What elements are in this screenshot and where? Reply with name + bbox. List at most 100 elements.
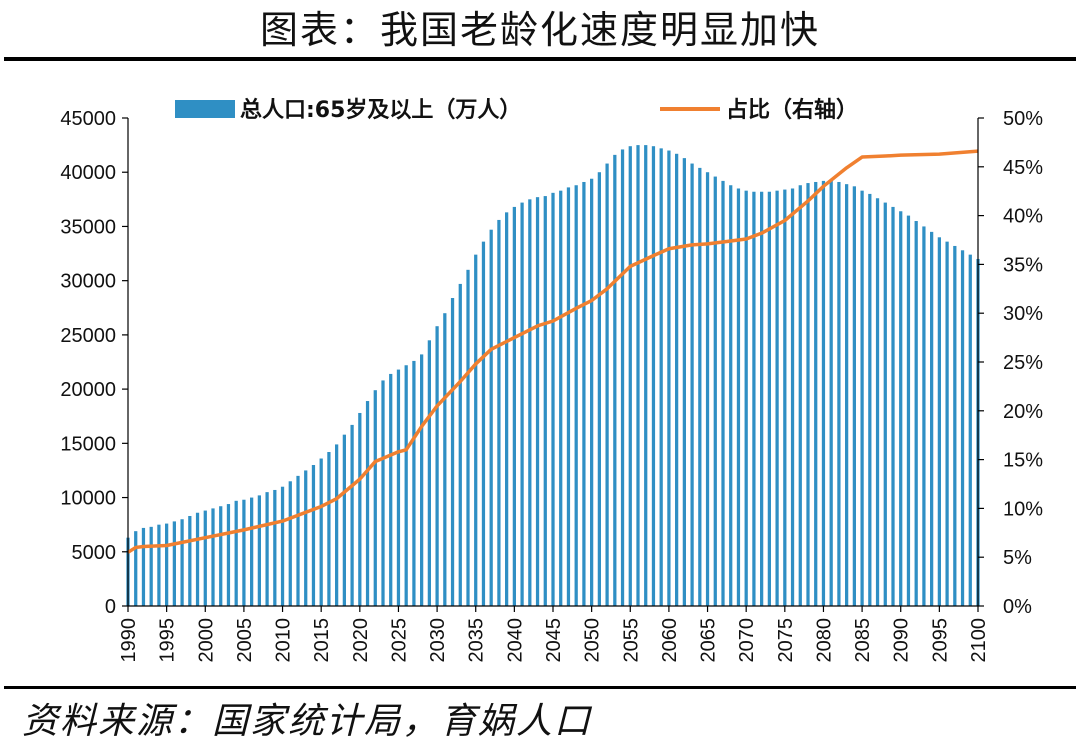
source-note: 资料来源：国家统计局，育娲人口 xyxy=(22,701,593,742)
right-tick-label: 50% xyxy=(1003,108,1043,130)
x-tick-label: 2020 xyxy=(350,618,372,663)
bar xyxy=(597,172,601,606)
bar xyxy=(814,181,818,606)
x-tick-label: 2050 xyxy=(582,618,604,663)
bar xyxy=(342,434,346,606)
bar xyxy=(412,360,416,606)
bar xyxy=(404,365,408,606)
left-tick-label: 45000 xyxy=(60,108,116,130)
bar xyxy=(242,499,246,606)
bar xyxy=(775,190,779,606)
bar xyxy=(335,444,339,606)
x-tick-label: 2065 xyxy=(698,618,720,663)
bar xyxy=(443,313,447,606)
bar xyxy=(968,254,972,606)
bar xyxy=(667,150,671,606)
bar xyxy=(234,500,238,606)
bar xyxy=(350,424,354,606)
bar xyxy=(157,524,161,606)
bar xyxy=(165,523,169,606)
bar xyxy=(945,241,949,606)
bar xyxy=(520,202,524,606)
right-tick-label: 45% xyxy=(1003,157,1043,179)
right-tick-label: 10% xyxy=(1003,498,1043,520)
x-tick-label: 2095 xyxy=(929,618,951,663)
bar xyxy=(636,145,640,607)
legend-line-label: 占比（右轴） xyxy=(726,97,858,123)
bar xyxy=(953,245,957,606)
bar xyxy=(543,196,547,606)
right-tick-label: 35% xyxy=(1003,254,1043,276)
bar xyxy=(651,146,656,606)
x-tick-label: 2080 xyxy=(813,618,835,663)
left-tick-label: 30000 xyxy=(60,271,116,293)
x-tick-label: 2035 xyxy=(466,618,488,663)
bar xyxy=(489,229,493,606)
bar xyxy=(273,489,277,606)
bar xyxy=(790,188,795,606)
bar xyxy=(930,231,934,606)
bar xyxy=(937,237,941,607)
x-tick-label: 2030 xyxy=(427,618,449,663)
line-series-layer xyxy=(127,149,979,554)
bar xyxy=(141,527,146,606)
bar xyxy=(466,269,470,606)
x-tick-label: 1995 xyxy=(157,618,179,663)
bar xyxy=(188,515,192,606)
bar xyxy=(365,401,370,606)
bar xyxy=(420,354,424,606)
x-tick-label: 2100 xyxy=(968,618,990,663)
bar xyxy=(450,298,455,606)
bar xyxy=(736,188,741,606)
bottom-divider xyxy=(4,686,1076,689)
top-divider xyxy=(4,57,1076,61)
bar xyxy=(713,176,717,606)
bar xyxy=(875,198,880,606)
x-tick-label: 2075 xyxy=(775,618,797,663)
bar xyxy=(528,199,532,606)
x-tick-label: 2040 xyxy=(504,618,526,663)
left-tick-label: 20000 xyxy=(60,379,116,401)
bar xyxy=(203,510,207,606)
left-tick-label: 10000 xyxy=(60,488,116,510)
bar xyxy=(767,191,771,607)
left-tick-label: 0 xyxy=(105,596,116,618)
bar xyxy=(288,481,292,606)
x-tick-label: 2060 xyxy=(659,618,681,663)
x-tick-label: 2025 xyxy=(388,618,410,663)
bar xyxy=(149,526,153,606)
bar xyxy=(644,145,648,607)
legend-bar-swatch xyxy=(175,100,235,118)
right-tick-label: 25% xyxy=(1003,352,1043,374)
legend: 总人口:65岁及以上（万人） 占比（右轴） xyxy=(175,97,858,123)
bar xyxy=(172,521,176,606)
bar xyxy=(744,190,748,606)
bar xyxy=(690,163,694,607)
bar xyxy=(620,149,625,606)
bar xyxy=(195,512,200,606)
right-tick-label: 20% xyxy=(1003,401,1043,423)
bar xyxy=(899,211,903,606)
x-tick-label: 2005 xyxy=(234,618,256,663)
bar xyxy=(250,497,254,606)
x-tick-label: 2070 xyxy=(736,618,758,663)
bar xyxy=(705,172,710,606)
bar xyxy=(752,191,756,607)
left-tick-label: 25000 xyxy=(60,325,116,347)
bar xyxy=(327,452,331,606)
bar xyxy=(922,226,926,606)
left-tick-label: 5000 xyxy=(72,542,117,564)
bar xyxy=(219,506,223,606)
bar xyxy=(280,486,285,606)
bar xyxy=(458,283,462,606)
right-tick-label: 40% xyxy=(1003,206,1043,228)
bar xyxy=(760,191,764,607)
bar-series xyxy=(126,145,980,607)
chart-title: 图表：我国老龄化速度明显加快 xyxy=(259,8,820,52)
bar xyxy=(566,187,571,606)
bar xyxy=(512,206,516,607)
bar xyxy=(389,373,393,606)
share-line xyxy=(127,149,979,554)
axes: 0 5000 10000 15000 20000 25000 30000 35000 40000… xyxy=(60,108,1043,663)
x-tick-label: 2055 xyxy=(620,618,642,663)
